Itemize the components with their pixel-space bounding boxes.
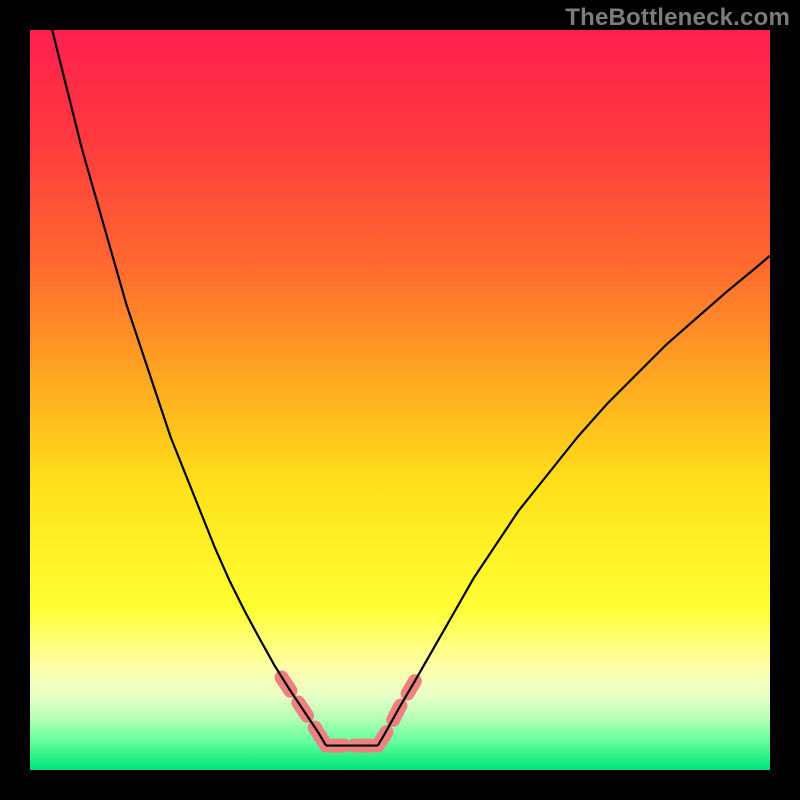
gradient-background [30,30,770,770]
chart-container: TheBottleneck.com [0,0,800,800]
chart-svg [30,30,770,770]
watermark-text: TheBottleneck.com [565,4,790,32]
plot-area [30,30,770,770]
